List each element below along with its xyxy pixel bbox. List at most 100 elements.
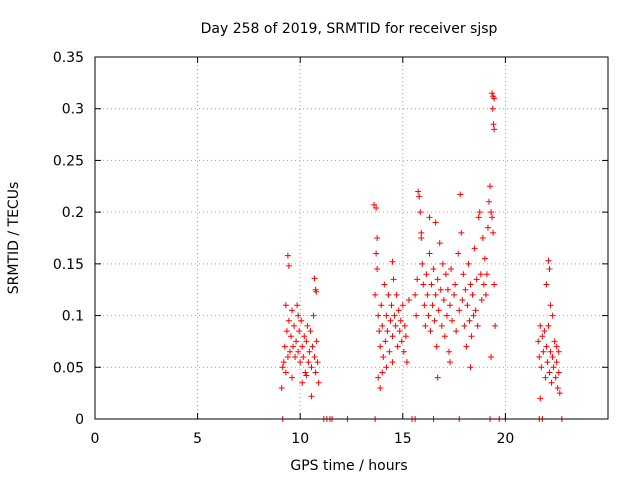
data-point bbox=[427, 328, 434, 335]
data-point bbox=[388, 302, 395, 309]
data-point bbox=[381, 281, 388, 288]
y-tick-label: 0.15 bbox=[53, 257, 84, 273]
data-point bbox=[546, 369, 553, 376]
data-point bbox=[478, 297, 485, 304]
data-point bbox=[481, 255, 488, 262]
data-point bbox=[379, 369, 386, 376]
data-point bbox=[540, 348, 547, 355]
y-axis: 0 0.05 0.1 0.15 0.2 0.25 0.3 0.35 bbox=[53, 50, 608, 428]
data-point bbox=[462, 286, 469, 293]
data-point bbox=[282, 369, 289, 376]
data-point bbox=[466, 317, 473, 324]
data-point bbox=[451, 291, 458, 298]
data-point bbox=[482, 291, 489, 298]
data-point bbox=[471, 245, 478, 252]
data-point bbox=[543, 281, 550, 288]
data-point bbox=[282, 302, 289, 309]
data-point bbox=[390, 276, 397, 283]
data-point bbox=[288, 374, 295, 381]
data-point bbox=[405, 297, 412, 304]
data-point bbox=[440, 297, 447, 304]
data-point bbox=[376, 328, 383, 335]
data-point bbox=[431, 317, 438, 324]
data-point bbox=[452, 281, 459, 288]
data-point bbox=[475, 214, 482, 221]
data-point bbox=[437, 286, 444, 293]
data-point bbox=[554, 384, 561, 391]
data-point bbox=[553, 343, 560, 350]
data-point bbox=[446, 302, 453, 309]
data-point bbox=[489, 214, 496, 221]
data-point bbox=[375, 374, 382, 381]
data-point bbox=[284, 353, 291, 360]
data-point bbox=[544, 359, 551, 366]
data-point bbox=[309, 343, 316, 350]
data-point bbox=[446, 359, 453, 366]
data-point bbox=[399, 302, 406, 309]
data-point bbox=[436, 240, 443, 247]
x-tick-label: 0 bbox=[91, 431, 100, 447]
data-point bbox=[477, 271, 484, 278]
data-point bbox=[489, 90, 496, 97]
data-point bbox=[412, 291, 419, 298]
data-point bbox=[398, 338, 405, 345]
data-point bbox=[387, 317, 394, 324]
data-point bbox=[460, 271, 467, 278]
data-point bbox=[537, 395, 544, 402]
data-point bbox=[553, 359, 560, 366]
data-point bbox=[292, 353, 299, 360]
y-tick-label: 0.1 bbox=[62, 309, 84, 325]
data-point bbox=[288, 307, 295, 314]
data-point bbox=[386, 348, 393, 355]
data-point bbox=[393, 291, 400, 298]
data-point bbox=[426, 214, 433, 221]
data-point bbox=[286, 348, 293, 355]
data-point bbox=[414, 276, 421, 283]
data-point bbox=[313, 288, 320, 295]
data-point bbox=[490, 229, 497, 236]
data-point bbox=[469, 291, 476, 298]
data-point bbox=[445, 348, 452, 355]
data-point bbox=[293, 338, 300, 345]
x-axis: 0 5 10 15 20 bbox=[91, 57, 514, 447]
data-point bbox=[374, 266, 381, 273]
data-point bbox=[536, 353, 543, 360]
data-point bbox=[430, 266, 437, 273]
data-point bbox=[434, 374, 441, 381]
data-point bbox=[413, 312, 420, 319]
data-point bbox=[391, 312, 398, 319]
data-point bbox=[422, 322, 429, 329]
y-tick-label: 0.2 bbox=[62, 205, 84, 221]
data-point bbox=[457, 191, 464, 198]
data-point bbox=[285, 317, 292, 324]
data-point bbox=[545, 322, 552, 329]
data-point bbox=[484, 224, 491, 231]
data-point bbox=[419, 260, 426, 267]
data-point bbox=[297, 359, 304, 366]
data-point bbox=[314, 359, 321, 366]
data-point bbox=[541, 328, 548, 335]
x-tick-label: 5 bbox=[193, 431, 202, 447]
data-point bbox=[306, 348, 313, 355]
data-point bbox=[285, 262, 292, 269]
data-point bbox=[295, 348, 302, 355]
data-point bbox=[301, 333, 308, 340]
data-point bbox=[312, 369, 319, 376]
data-point bbox=[284, 252, 291, 259]
data-point bbox=[542, 374, 549, 381]
data-point bbox=[372, 291, 379, 298]
data-point bbox=[373, 205, 380, 212]
data-point bbox=[296, 328, 303, 335]
data-point bbox=[280, 359, 287, 366]
data-point bbox=[371, 201, 378, 208]
data-point bbox=[279, 364, 286, 371]
data-point bbox=[394, 343, 401, 350]
data-point bbox=[417, 209, 424, 216]
data-point bbox=[380, 353, 387, 360]
data-point bbox=[382, 338, 389, 345]
data-point bbox=[401, 322, 408, 329]
data-point bbox=[305, 359, 312, 366]
data-point bbox=[433, 343, 440, 350]
data-point bbox=[443, 312, 450, 319]
data-point bbox=[465, 260, 472, 267]
